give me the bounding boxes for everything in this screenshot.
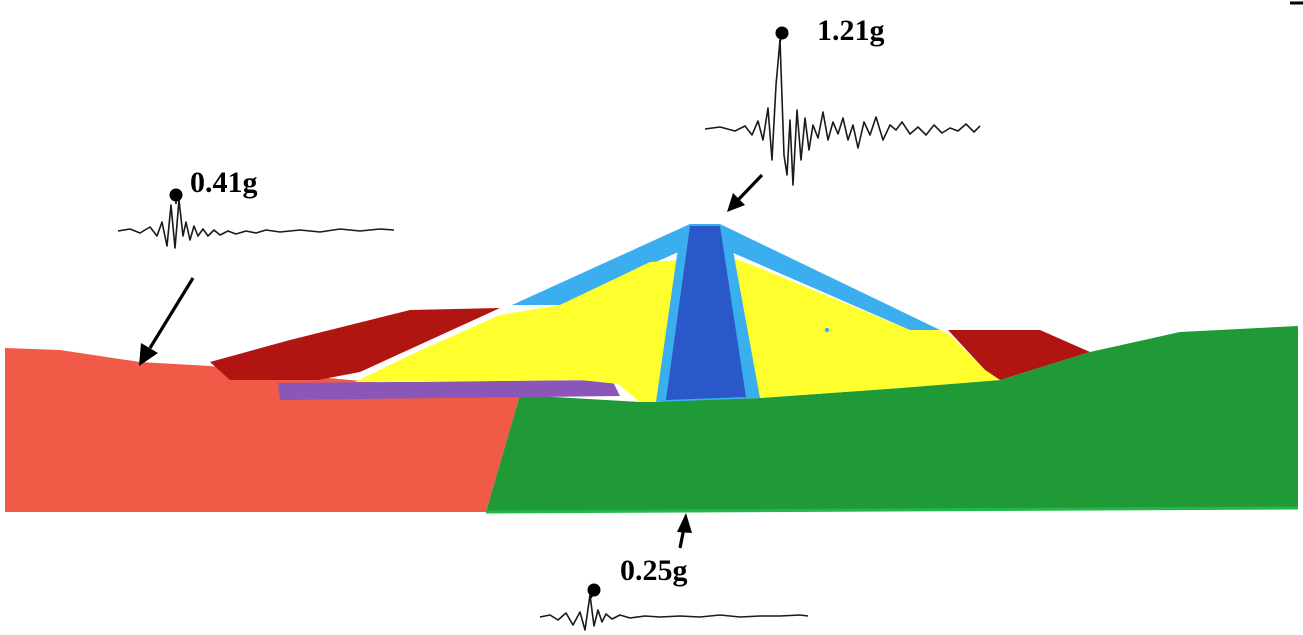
right-berm bbox=[948, 330, 1090, 380]
crest-peak-dot bbox=[775, 26, 789, 40]
crest-acceleration-trace bbox=[704, 39, 981, 186]
base-peak-label: 0.25g bbox=[620, 554, 688, 587]
foundation-bottom-edge bbox=[485, 506, 1299, 514]
left-berm bbox=[210, 308, 500, 380]
left-abutment-peak-label: 0.41g bbox=[190, 166, 258, 199]
downstream-shell bbox=[725, 255, 1000, 398]
base-peak-dot bbox=[587, 583, 601, 597]
crest-arrow bbox=[727, 173, 764, 212]
drain-blanket bbox=[278, 380, 620, 400]
base-acceleration-trace bbox=[539, 594, 809, 631]
piezometer-marker bbox=[824, 327, 830, 333]
crest-peak-label: 1.21g bbox=[817, 14, 885, 47]
base-arrow bbox=[677, 513, 692, 549]
clay-core bbox=[666, 226, 746, 400]
right-foundation bbox=[486, 326, 1298, 512]
left-peak-dot bbox=[169, 188, 183, 202]
left-abutment-arrow bbox=[139, 277, 195, 366]
left-abutment-acceleration-trace bbox=[117, 199, 395, 249]
upstream-shell bbox=[355, 260, 680, 402]
